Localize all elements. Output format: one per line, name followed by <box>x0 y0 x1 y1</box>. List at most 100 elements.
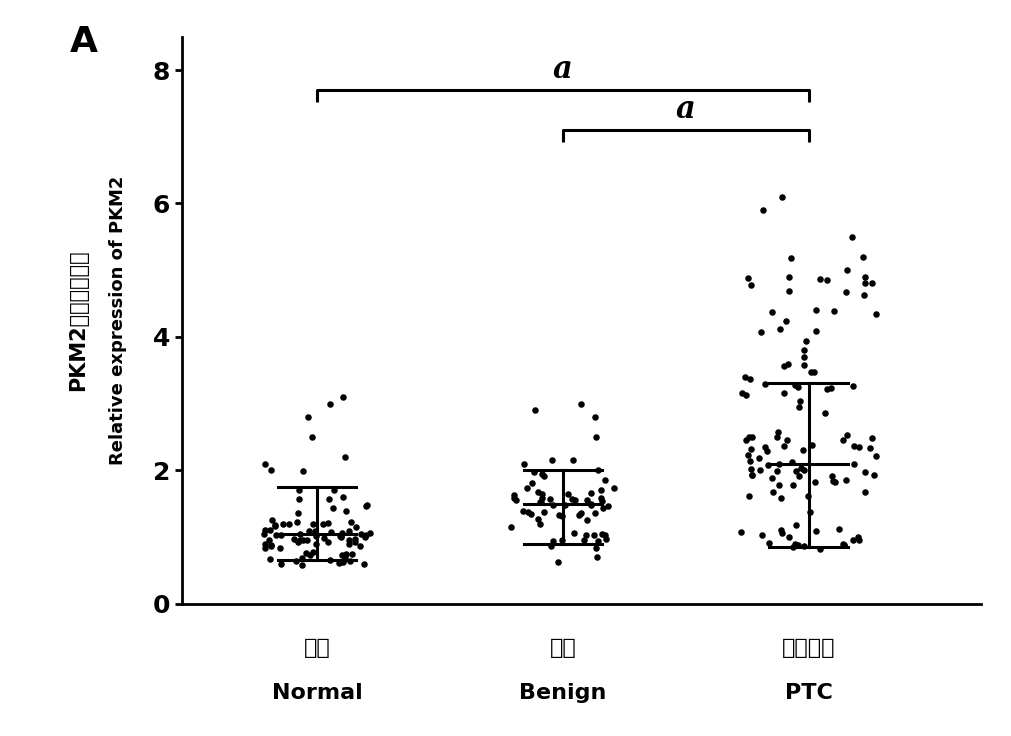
Point <box>557 499 573 511</box>
Point <box>287 555 303 567</box>
Point <box>339 548 355 560</box>
Point <box>770 426 787 438</box>
Point <box>772 323 789 335</box>
Point <box>794 462 810 474</box>
Point <box>286 533 302 545</box>
Point <box>776 440 793 452</box>
Text: a: a <box>553 54 573 85</box>
Point <box>592 492 609 504</box>
Point <box>566 527 582 539</box>
Point <box>315 532 332 544</box>
Point <box>341 526 357 537</box>
Text: Relative expression of PKM2: Relative expression of PKM2 <box>109 175 127 465</box>
Point <box>775 360 792 372</box>
Text: 正常: 正常 <box>303 637 331 657</box>
Point <box>819 275 835 286</box>
Point <box>352 541 368 553</box>
Point <box>796 444 812 456</box>
Point <box>606 482 622 494</box>
Point <box>845 534 861 545</box>
Point <box>536 506 552 518</box>
Point <box>793 395 809 407</box>
Point <box>545 536 561 548</box>
Point <box>864 277 881 289</box>
Point <box>589 464 606 476</box>
Point <box>740 272 756 284</box>
Point <box>325 503 341 514</box>
Point <box>784 252 800 264</box>
Point <box>337 451 353 463</box>
Point <box>757 441 773 453</box>
Point <box>744 431 760 443</box>
Text: a: a <box>676 93 696 125</box>
Point <box>758 445 774 457</box>
Point <box>856 486 872 498</box>
Point <box>307 538 324 550</box>
Point <box>294 559 310 570</box>
Point <box>534 492 550 504</box>
Point <box>300 411 316 422</box>
Point <box>752 464 768 476</box>
Point <box>796 344 812 356</box>
Point <box>298 547 314 559</box>
Text: Normal: Normal <box>272 683 363 703</box>
Point <box>582 498 599 510</box>
Point <box>865 469 882 481</box>
Point <box>525 477 541 489</box>
Point <box>738 389 754 401</box>
Point <box>257 524 273 536</box>
Point <box>503 521 520 533</box>
Point <box>863 432 880 444</box>
Point <box>594 495 611 507</box>
Point <box>743 464 759 475</box>
Point <box>274 517 290 529</box>
Point <box>335 548 351 560</box>
Point <box>588 542 605 553</box>
Point <box>808 525 824 537</box>
Point <box>314 518 331 530</box>
Point <box>754 205 770 216</box>
Point <box>305 517 321 529</box>
Point <box>587 507 604 519</box>
Point <box>291 534 307 546</box>
Text: Benign: Benign <box>520 683 607 703</box>
Point <box>509 495 525 506</box>
Point <box>740 449 756 461</box>
Point <box>261 534 277 545</box>
Point <box>321 493 338 505</box>
Point <box>844 231 860 243</box>
Point <box>264 514 280 526</box>
Point <box>752 326 768 338</box>
Point <box>768 465 785 477</box>
Point <box>348 520 364 532</box>
Text: PKM2的相对表达量: PKM2的相对表达量 <box>68 250 88 391</box>
Point <box>534 488 550 500</box>
Point <box>765 486 782 498</box>
Point <box>798 335 814 347</box>
Point <box>851 441 867 453</box>
Point <box>307 530 324 542</box>
Text: PTC: PTC <box>785 683 833 703</box>
Point <box>804 439 820 451</box>
Point <box>300 525 316 537</box>
Point <box>344 548 360 560</box>
Point <box>812 543 828 555</box>
Point <box>544 454 560 466</box>
Point <box>838 286 854 298</box>
Point <box>851 534 867 545</box>
Point <box>856 277 872 289</box>
Point <box>773 525 790 537</box>
Point <box>507 492 523 504</box>
Point <box>590 535 607 547</box>
Point <box>343 517 359 528</box>
Point <box>516 506 532 517</box>
Point <box>857 467 874 478</box>
Point <box>819 383 835 394</box>
Point <box>598 534 614 545</box>
Point <box>825 475 841 486</box>
Point <box>785 542 801 553</box>
Point <box>304 431 320 443</box>
Point <box>291 493 307 505</box>
Point <box>797 351 813 363</box>
Point <box>796 360 812 372</box>
